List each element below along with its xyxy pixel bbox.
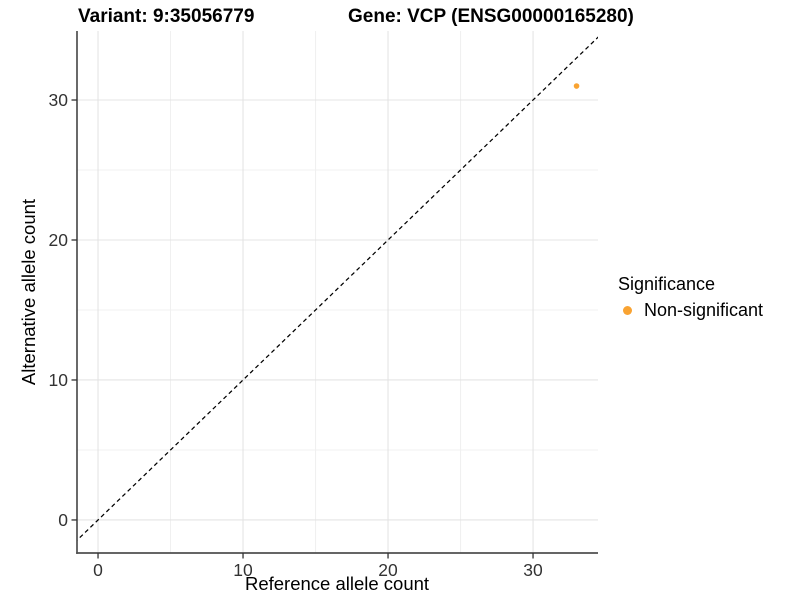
x-tick-label: 20 [378,560,398,580]
legend-item: Non-significant [618,300,763,321]
legend-title: Significance [618,274,716,294]
plot-title-variant: Variant: 9:35056779 [78,6,255,27]
y-tick-label: 10 [49,370,69,390]
x-tick-label: 0 [93,560,103,580]
y-tick-label: 20 [49,230,69,250]
legend: Significance Non-significant [618,274,763,321]
legend-key-dot-icon [623,306,632,315]
y-tick-label: 0 [58,510,68,530]
legend-item-label: Non-significant [644,300,764,320]
y-axis-title: Alternative allele count [18,198,39,386]
identity-dashed-line [77,36,598,542]
x-tick-label: 10 [233,560,253,580]
plot-title-gene: Gene: VCP (ENSG00000165280) [348,6,634,27]
x-axis-title: Reference allele count [244,573,430,594]
data-point [573,83,580,89]
y-tick-label: 30 [49,90,69,110]
x-tick-label: 30 [523,560,543,580]
